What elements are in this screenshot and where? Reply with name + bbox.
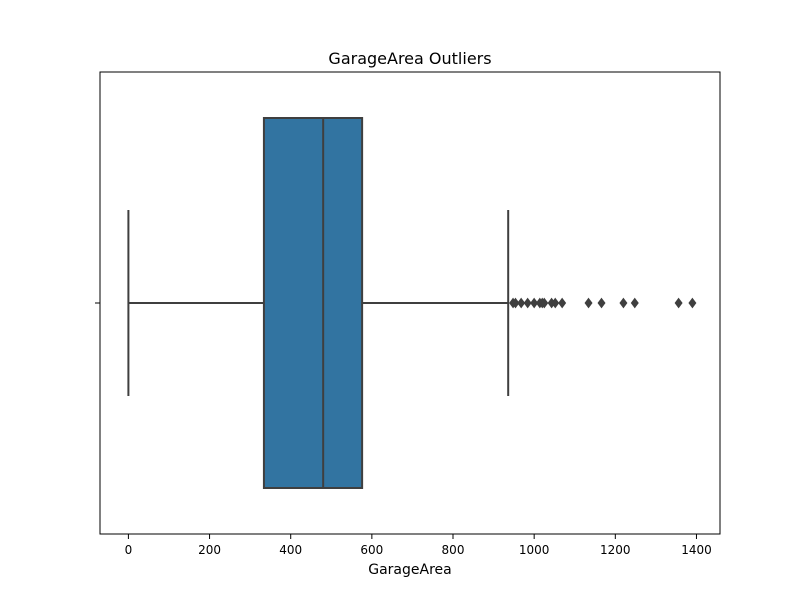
outlier-point xyxy=(551,297,560,309)
x-tick-label: 400 xyxy=(279,543,302,557)
outlier-point xyxy=(523,297,532,309)
x-tick-label: 600 xyxy=(360,543,383,557)
x-axis-label: GarageArea xyxy=(368,562,451,578)
outlier-point xyxy=(517,297,526,309)
x-tick-label: 1000 xyxy=(519,543,550,557)
outlier-point xyxy=(674,297,683,309)
x-tick-label: 200 xyxy=(198,543,221,557)
x-tick-label: 0 xyxy=(125,543,133,557)
outlier-point xyxy=(619,297,628,309)
x-tick-label: 800 xyxy=(442,543,465,557)
axes-frame xyxy=(99,71,721,535)
x-tick-label: 1200 xyxy=(600,543,631,557)
outlier-point xyxy=(688,297,697,309)
outlier-point xyxy=(630,297,639,309)
outlier-point xyxy=(530,297,539,309)
x-tick-label: 1400 xyxy=(681,543,712,557)
plot-area xyxy=(127,117,697,489)
x-axis-ticks: 0 200 400 600 800 1000 1200 1400 xyxy=(95,302,712,557)
outlier-point xyxy=(540,297,549,309)
outlier-point xyxy=(511,297,520,309)
chart-title: GarageArea Outliers xyxy=(328,49,491,68)
outlier-point xyxy=(558,297,567,309)
outlier-point xyxy=(584,297,593,309)
iqr-box xyxy=(262,117,364,489)
outlier-point xyxy=(597,297,606,309)
